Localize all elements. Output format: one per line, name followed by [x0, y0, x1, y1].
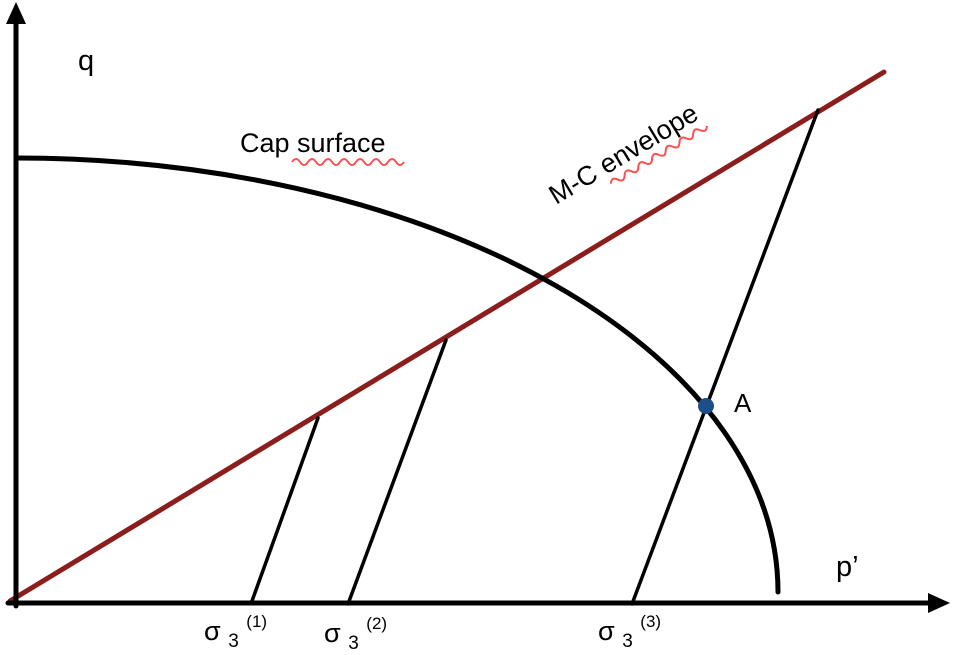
- sigma3-2-sub: 3: [348, 633, 359, 654]
- sigma3-3-sup: (3): [640, 612, 661, 631]
- sigma3-3-label: σ 3 (3): [598, 612, 661, 653]
- x-axis-arrowhead-icon: [928, 593, 950, 613]
- cap-surface-squiggle-underline: [291, 158, 405, 166]
- cap-surface-curve: [13, 155, 781, 595]
- sigma3-1-sub: 3: [228, 631, 239, 652]
- sigma3-2-sup: (2): [366, 614, 387, 633]
- mc-envelope-line: [7, 69, 887, 604]
- stress-path-line-3: [630, 108, 820, 606]
- sigma3-1-label: σ 3 (1): [204, 612, 267, 653]
- x-axis-label: p’: [836, 551, 859, 583]
- sigma3-1-sup: (1): [246, 612, 267, 631]
- stress-path-line-1: [250, 416, 320, 603]
- point-a-label: A: [734, 388, 752, 418]
- mc-envelope-label-group: M-C envelope: [544, 98, 708, 210]
- sigma3-2-base: σ: [324, 618, 341, 648]
- sigma3-3-sub: 3: [622, 631, 633, 652]
- sigma3-2-label: σ 3 (2): [324, 614, 387, 655]
- point-a-marker: [698, 398, 714, 414]
- y-axis-arrowhead-icon: [6, 2, 26, 24]
- y-axis-label: q: [78, 45, 94, 77]
- sigma3-3-base: σ: [598, 616, 615, 646]
- sigma3-1-base: σ: [204, 616, 221, 646]
- stress-path-line-2: [346, 338, 448, 606]
- cap-surface-label: Cap surface: [240, 128, 386, 158]
- mc-envelope-squiggle-underline: [609, 125, 708, 184]
